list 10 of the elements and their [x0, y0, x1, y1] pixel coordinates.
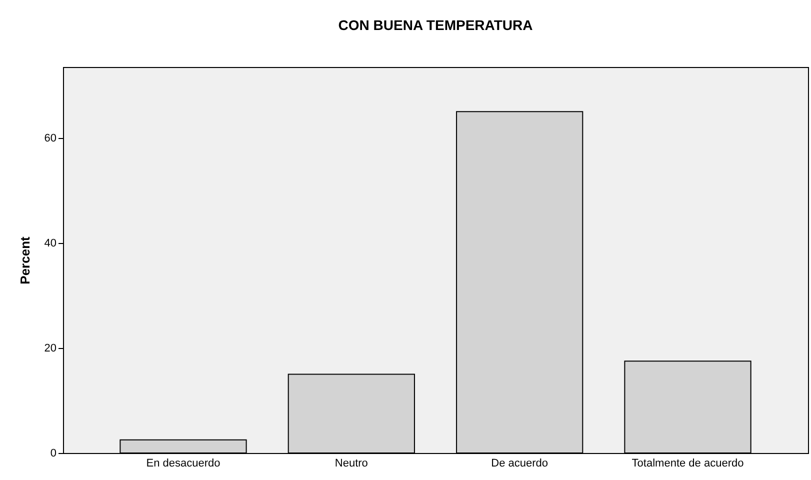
x-tick-label: De acuerdo	[491, 458, 548, 470]
x-tick-label: En desacuerdo	[146, 458, 220, 470]
y-tick-label: 0	[50, 448, 56, 460]
y-tick-label: 40	[44, 237, 56, 250]
y-tick-label: 20	[44, 342, 56, 354]
y-tick-label: 60	[44, 132, 56, 144]
chart-title: CON BUENA TEMPERATURA	[338, 17, 533, 33]
x-tick-label: Totalmente de acuerdo	[632, 458, 744, 470]
x-tick-label: Neutro	[334, 458, 368, 470]
y-axis-title: Percent	[17, 236, 32, 284]
